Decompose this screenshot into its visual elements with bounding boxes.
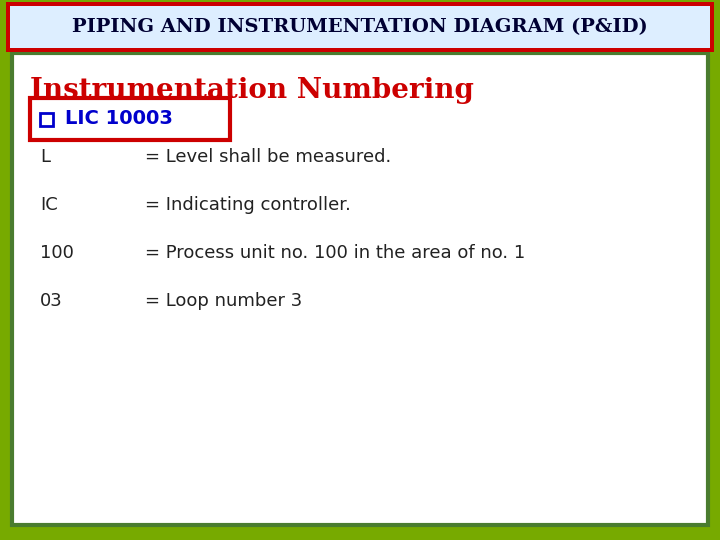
Text: Instrumentation Numbering: Instrumentation Numbering [30, 77, 474, 104]
Text: = Process unit no. 100 in the area of no. 1: = Process unit no. 100 in the area of no… [145, 244, 526, 262]
Text: 100: 100 [40, 244, 74, 262]
Text: = Loop number 3: = Loop number 3 [145, 292, 302, 310]
FancyBboxPatch shape [12, 53, 708, 525]
Text: IC: IC [40, 196, 58, 214]
Bar [40, 112, 53, 125]
Text: 03: 03 [40, 292, 63, 310]
FancyBboxPatch shape [10, 6, 710, 48]
Text: = Indicating controller.: = Indicating controller. [145, 196, 351, 214]
Text: PIPING AND INSTRUMENTATION DIAGRAM (P&ID): PIPING AND INSTRUMENTATION DIAGRAM (P&ID… [72, 18, 648, 36]
FancyBboxPatch shape [6, 2, 714, 52]
FancyBboxPatch shape [30, 98, 230, 140]
Text: = Level shall be measured.: = Level shall be measured. [145, 148, 391, 166]
Text: LIC 10003: LIC 10003 [65, 110, 173, 129]
Text: L: L [40, 148, 50, 166]
